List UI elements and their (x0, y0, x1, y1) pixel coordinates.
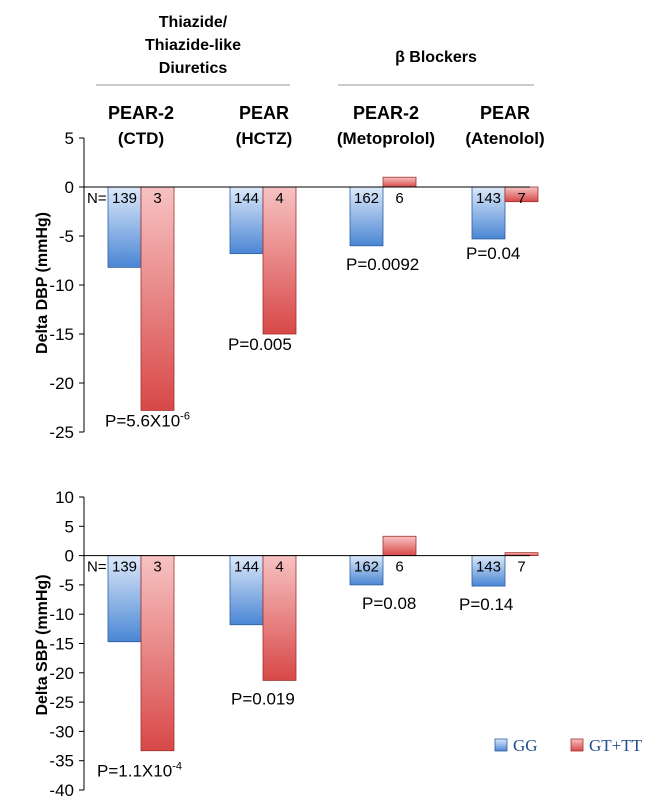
sbp-bar-gg (471, 555, 506, 587)
sbp-n-label: 162 (354, 559, 379, 576)
group-4-name: PEAR (480, 103, 530, 123)
sbp-bar-gg (229, 555, 264, 626)
dbp-n-label: 3 (153, 190, 161, 207)
group-2-name: PEAR (239, 103, 289, 123)
sbp-n-label: 139 (112, 559, 137, 576)
dbp-p-value: P=0.005 (228, 335, 292, 354)
group-1-drug: (CTD) (118, 129, 164, 148)
sbp-p-value: P=0.019 (231, 689, 295, 708)
dbp-y-tick-label: -5 (59, 227, 74, 246)
dbp-n-label: 139 (112, 190, 137, 207)
group-4-drug: (Atenolol) (465, 129, 544, 148)
dbp-p-value: P=0.04 (466, 244, 520, 263)
sbp-y-tick-label: -35 (49, 752, 74, 771)
legend: GG GT+TT (494, 736, 643, 755)
header: Thiazide/ Thiazide-like Diuretics β Bloc… (96, 14, 545, 148)
dbp-chart: 5 0 -5 -10 -15 -20 -25 Delta DBP (mmHg) 139 3 P=5.… (34, 129, 539, 442)
legend-gt-swatch (570, 738, 584, 752)
sbp-y-tick-label: -40 (49, 781, 74, 798)
dbp-n-label: 6 (395, 190, 403, 207)
sbp-p-value: P=0.08 (362, 594, 416, 613)
dbp-bar-gt (262, 186, 297, 335)
legend-gg-swatch (494, 738, 508, 752)
sbp-n-label: 7 (517, 559, 525, 576)
sbp-y-tick-label: -15 (49, 635, 74, 654)
sbp-y-tick-label: -20 (49, 664, 74, 683)
legend-gg-label: GG (513, 736, 538, 755)
dbp-n-prefix: N= (87, 190, 107, 207)
dbp-n-label: 162 (354, 190, 379, 207)
diuretics-header-line1: Thiazide/ (159, 14, 228, 31)
sbp-y-tick-label: 10 (55, 488, 74, 507)
dbp-n-label: 143 (476, 190, 501, 207)
sbp-n-label: 4 (275, 559, 283, 576)
beta-blockers-header: β Blockers (395, 49, 477, 66)
dbp-y-axis-label: Delta DBP (mmHg) (34, 212, 51, 354)
dbp-n-label: 7 (517, 190, 525, 207)
dbp-bar-gg (229, 186, 264, 255)
sbp-n-prefix: N= (87, 559, 107, 576)
sbp-bar-gt (262, 555, 297, 681)
sbp-p-value: P=0.14 (459, 595, 513, 614)
dbp-y-tick-label: 0 (65, 178, 74, 197)
dbp-p-value: P=0.0092 (346, 255, 419, 274)
sbp-y-tick-label: 5 (65, 517, 74, 536)
diuretics-header-line2: Thiazide-like (145, 37, 241, 54)
sbp-chart: 10 5 0 -5 -10 -15 -20 -25 -30 -35 -40 Delta SBP (mm… (34, 488, 539, 798)
dbp-n-label: 144 (234, 190, 259, 207)
sbp-bar-gt (140, 555, 175, 752)
dbp-y-tick-label: -10 (49, 276, 74, 295)
sbp-n-label: 6 (395, 559, 403, 576)
sbp-y-axis-label: Delta SBP (mmHg) (34, 574, 51, 715)
dbp-y-tick-label: -20 (49, 374, 74, 393)
dbp-bar-gg (349, 186, 384, 247)
sbp-n-label: 144 (234, 559, 259, 576)
sbp-y-tick-label: -30 (49, 722, 74, 741)
group-2-drug: (HCTZ) (236, 129, 293, 148)
sbp-y-tick-label: -25 (49, 693, 74, 712)
dbp-y-tick-label: -25 (49, 423, 74, 442)
group-3-drug: (Metoprolol) (337, 129, 435, 148)
sbp-bar-gt (382, 535, 417, 557)
sbp-y-tick-label: -5 (59, 576, 74, 595)
dbp-y-tick-label: 5 (65, 129, 74, 148)
dbp-bar-gg (471, 186, 506, 240)
diuretics-header-line3: Diuretics (159, 60, 228, 77)
dbp-bar-gt (382, 176, 417, 188)
dbp-p-value: P=5.6X10-6 (105, 410, 190, 430)
dbp-y-tick-label: -15 (49, 325, 74, 344)
sbp-p-value: P=1.1X10-4 (97, 761, 182, 781)
dbp-n-label: 4 (275, 190, 283, 207)
sbp-y-tick-label: 0 (65, 547, 74, 566)
group-3-name: PEAR-2 (353, 103, 419, 123)
sbp-n-label: 143 (476, 559, 501, 576)
group-1-name: PEAR-2 (108, 103, 174, 123)
legend-gt-label: GT+TT (589, 736, 643, 755)
sbp-n-label: 3 (153, 559, 161, 576)
sbp-y-tick-label: -10 (49, 605, 74, 624)
dbp-bar-gt (140, 186, 175, 411)
